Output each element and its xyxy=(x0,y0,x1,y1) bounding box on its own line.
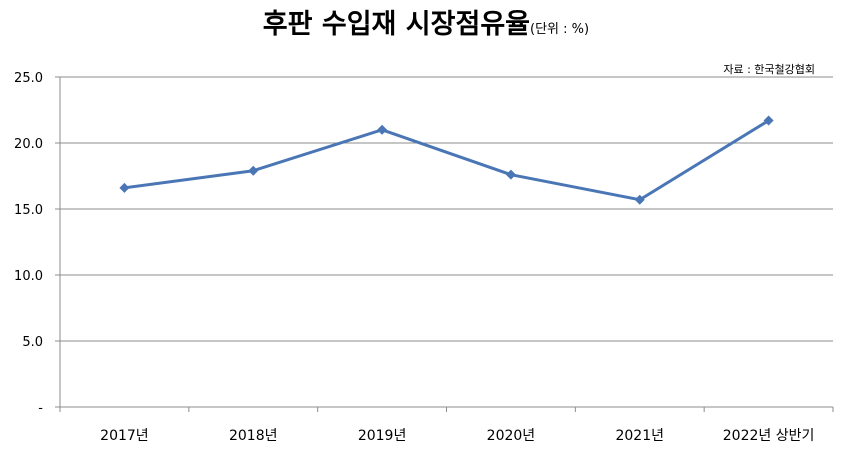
y-tick-label-4: 20.0 xyxy=(14,137,43,152)
y-axis-tick-labels: - 5.0 10.0 15.0 20.0 25.0 xyxy=(14,71,43,416)
data-point-0-4 xyxy=(634,194,645,205)
x-tick-label-2: 2019년 xyxy=(358,428,407,444)
x-axis-tick-labels: 2017년 2018년 2019년 2020년 2021년 2022년 상반기 xyxy=(100,428,814,444)
y-tick-label-0: - xyxy=(38,401,43,416)
x-tick-label-0: 2017년 xyxy=(100,428,149,444)
series-line-0 xyxy=(122,119,771,202)
axes xyxy=(55,76,834,412)
y-tick-label-5: 25.0 xyxy=(14,71,43,86)
x-tick-label-3: 2020년 xyxy=(487,428,536,444)
data-point-0-0 xyxy=(119,182,130,193)
data-point-0-5 xyxy=(763,115,774,126)
x-tick-label-5: 2022년 상반기 xyxy=(723,428,815,444)
data-point-0-3 xyxy=(505,169,516,180)
x-tick-label-1: 2018년 xyxy=(229,428,278,444)
x-tick-label-4: 2021년 xyxy=(615,428,664,444)
series-group xyxy=(119,115,774,205)
data-point-0-1 xyxy=(248,165,259,176)
source-note: 자료 : 한국철강협회 xyxy=(723,63,815,76)
gridlines xyxy=(60,76,833,342)
y-tick-label-2: 10.0 xyxy=(14,269,43,284)
chart-unit-label: (단위 : %) xyxy=(530,22,589,37)
data-point-0-2 xyxy=(377,124,388,135)
y-tick-label-3: 15.0 xyxy=(14,203,43,218)
chart-title: 후판 수입재 시장점유율 xyxy=(263,9,530,40)
y-tick-label-1: 5.0 xyxy=(22,335,43,350)
